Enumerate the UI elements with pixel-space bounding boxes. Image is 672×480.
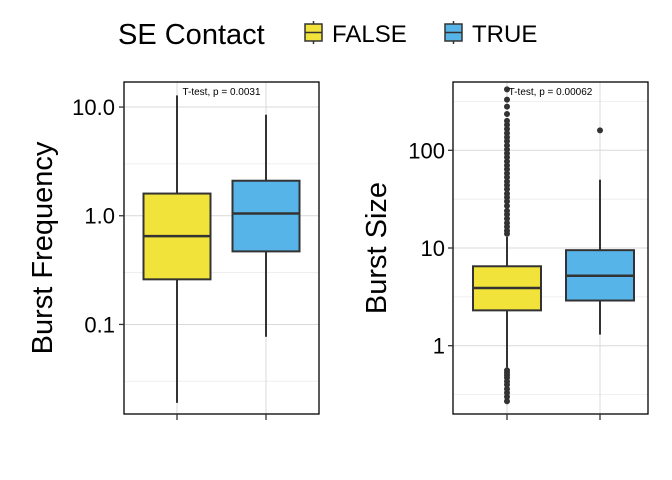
- outlier-point: [504, 86, 510, 93]
- outlier-point: [504, 96, 510, 103]
- outlier-point: [504, 126, 510, 133]
- y-tick-label: 0.1: [84, 312, 115, 337]
- outlier-point: [504, 386, 510, 393]
- outlier-point: [504, 142, 510, 149]
- y-tick-label: 1.0: [84, 204, 115, 229]
- outlier-point: [504, 398, 510, 405]
- annotation: T-test, p = 0.0031: [182, 87, 261, 98]
- outlier-point: [504, 367, 510, 374]
- outlier-point: [504, 202, 510, 209]
- annotation: T-test, p = 0.00062: [509, 87, 593, 98]
- legend-label-false: FALSE: [332, 21, 407, 48]
- box-true: [565, 127, 635, 335]
- legend: SE Contact FALSE TRUE: [118, 19, 537, 51]
- box-false: [472, 86, 542, 405]
- y-axis-label: Burst Size: [361, 182, 393, 314]
- y-tick-label: 10.0: [72, 95, 115, 120]
- outlier-point: [504, 117, 510, 124]
- burst-size-panel: 1 10 100 T-test, p = 0.00062 Burst Size: [361, 81, 649, 420]
- y-tick-label: 100: [408, 138, 445, 163]
- outlier-point: [504, 134, 510, 141]
- box-iqr: [231, 179, 301, 253]
- outlier-point: [504, 111, 510, 118]
- outlier-point: [504, 178, 510, 185]
- panel-border: [123, 81, 320, 415]
- box-false: [142, 95, 212, 403]
- outlier-point: [504, 158, 510, 165]
- legend-label-true: TRUE: [472, 21, 537, 48]
- outlier-point: [504, 103, 510, 110]
- legend-title: SE Contact: [118, 19, 265, 51]
- outlier-point: [504, 207, 510, 214]
- box-true: [231, 114, 301, 337]
- outlier-point: [597, 127, 603, 134]
- y-tick-label: 1: [433, 334, 445, 359]
- burst-frequency-panel: 0.1 1.0 10.0 T-test, p = 0.0031 Burst Freque…: [27, 81, 320, 420]
- y-tick-label: 10: [421, 236, 445, 261]
- outlier-point: [504, 170, 510, 177]
- legend-key-true: [444, 21, 463, 44]
- legend-key-false: [304, 21, 323, 44]
- outlier-point: [504, 190, 510, 197]
- y-axis-label: Burst Frequency: [27, 141, 59, 354]
- outlier-point: [504, 220, 510, 227]
